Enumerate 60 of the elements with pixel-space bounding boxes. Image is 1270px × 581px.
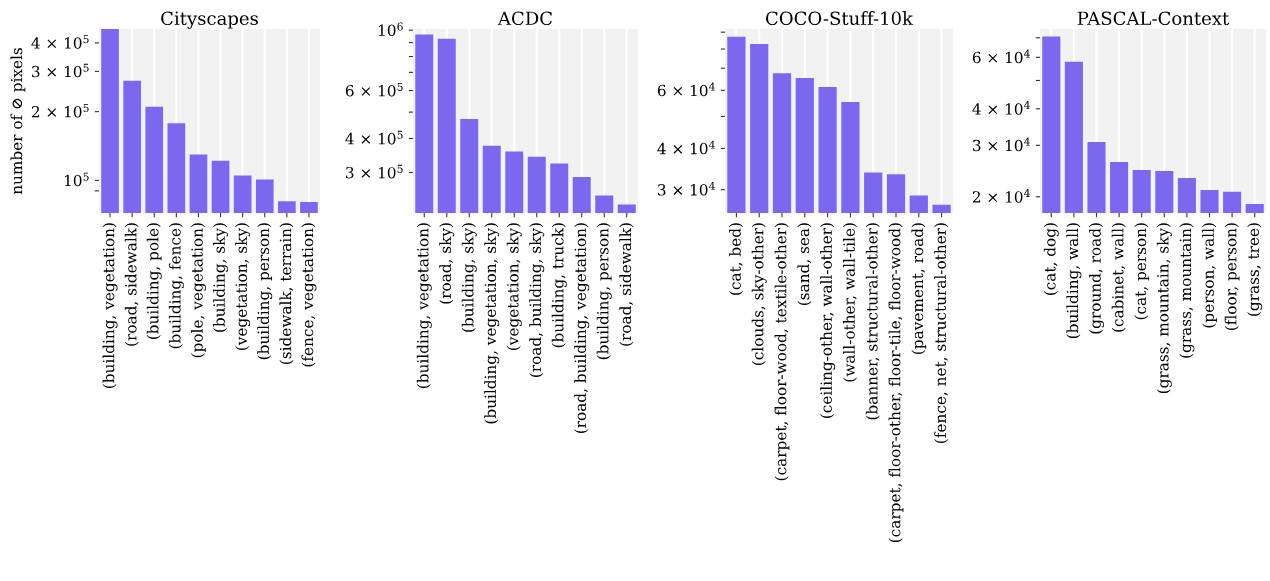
x-tick-label: (building, vegetation) [416, 223, 432, 388]
x-tick-label: (cat, bed) [729, 223, 743, 295]
x-tick-label: (grass, tree) [1247, 223, 1263, 316]
x-tick-label: (building, wall) [1066, 223, 1082, 339]
x-tick-label: (road, sidewalk) [124, 223, 139, 346]
y-tick-label: 3 × 10$^{4}$ [658, 181, 715, 196]
y-tick-label: 10$^{5}$ [64, 172, 89, 187]
y-tick-label: 4 × 10$^{4}$ [972, 101, 1030, 115]
x-tick-label: (road, building, vegetation) [574, 223, 590, 434]
y-tick-label: 6 × 10$^{4}$ [972, 49, 1030, 64]
x-tick-label: (building, person) [257, 223, 273, 360]
x-tick-label: (wall-other, wall-tile) [843, 223, 857, 382]
x-tick-label: (building, pole) [146, 223, 162, 340]
x-tick-label: (vegetation, sky) [506, 223, 522, 350]
y-tick-label: 6 × 10$^{4}$ [657, 82, 715, 97]
x-tick-label: (road, sidewalk) [619, 223, 634, 346]
x-tick-label: (person, wall) [1202, 223, 1217, 328]
x-tick-label: (vegetation, sky) [235, 223, 251, 350]
x-tick-label: (building, truck) [551, 223, 567, 348]
chart-title: PASCAL-Context [1077, 11, 1230, 26]
y-tick-label: 4 × 10$^{5}$ [31, 35, 89, 49]
x-tick-label: (fence, net, structural-other) [934, 223, 949, 443]
x-tick-label: (cat, person) [1134, 223, 1150, 320]
y-tick-label: 3 × 10$^{5}$ [346, 164, 403, 179]
y-tick-label: 4 × 10$^{5}$ [345, 130, 403, 145]
x-tick-label: (fence, vegetation) [301, 223, 317, 367]
y-tick-label: 4 × 10$^{4}$ [657, 140, 715, 155]
x-tick-label: (carpet, floor-other, floor-tile, floor-wood) [888, 223, 904, 543]
x-tick-label: (building, vegetation) [102, 223, 118, 388]
x-tick-label: (floor, person) [1224, 223, 1240, 331]
x-tick-label: (ceiling-other, wall-other) [820, 223, 836, 418]
x-tick-label: (banner, structural-other) [865, 223, 880, 420]
x-tick-label: (building, fence) [168, 223, 184, 349]
y-axis-title: number of ⊘ pixels [10, 48, 26, 195]
chart-title: COCO-Stuff-10k [766, 11, 914, 26]
y-tick-label: 2 × 10$^{4}$ [972, 188, 1030, 203]
x-tick-label: (cabinet, wall) [1111, 223, 1126, 332]
x-tick-label: (road, building, sky) [529, 223, 545, 377]
x-tick-label: (cat, dog) [1043, 223, 1059, 296]
x-tick-label: (building, sky) [213, 223, 229, 332]
x-tick-label: (grass, mountain) [1179, 223, 1195, 358]
y-tick-label: 3 × 10$^{4}$ [973, 137, 1030, 152]
y-tick-label: 2 × 10$^{5}$ [31, 104, 89, 118]
chart-title: ACDC [497, 11, 552, 26]
x-tick-label: (road, sky) [439, 223, 455, 304]
y-tick-label: 3 × 10$^{5}$ [32, 63, 89, 78]
x-tick-label: (carpet, floor-wood, textile-other) [774, 223, 790, 481]
x-tick-label: (sidewalk, terrain) [279, 223, 294, 364]
y-tick-label: 10$^{6}$ [378, 22, 403, 37]
x-tick-label: (pavement, road) [911, 223, 927, 354]
x-tick-label: (building, vegetation, sky) [484, 223, 500, 424]
x-tick-label: (building, sky) [461, 223, 477, 332]
y-tick-label: 6 × 10$^{5}$ [345, 82, 403, 97]
x-tick-label: (grass, mountain, sky) [1156, 223, 1172, 394]
x-tick-label: (pole, vegetation) [190, 223, 206, 358]
x-tick-label: (clouds, sky-other) [751, 223, 767, 365]
x-tick-label: (ground, road) [1089, 223, 1104, 334]
x-tick-label: (building, person) [596, 223, 612, 360]
x-tick-label: (sand, sea) [797, 223, 812, 306]
chart-title: Cityscapes [161, 11, 258, 29]
